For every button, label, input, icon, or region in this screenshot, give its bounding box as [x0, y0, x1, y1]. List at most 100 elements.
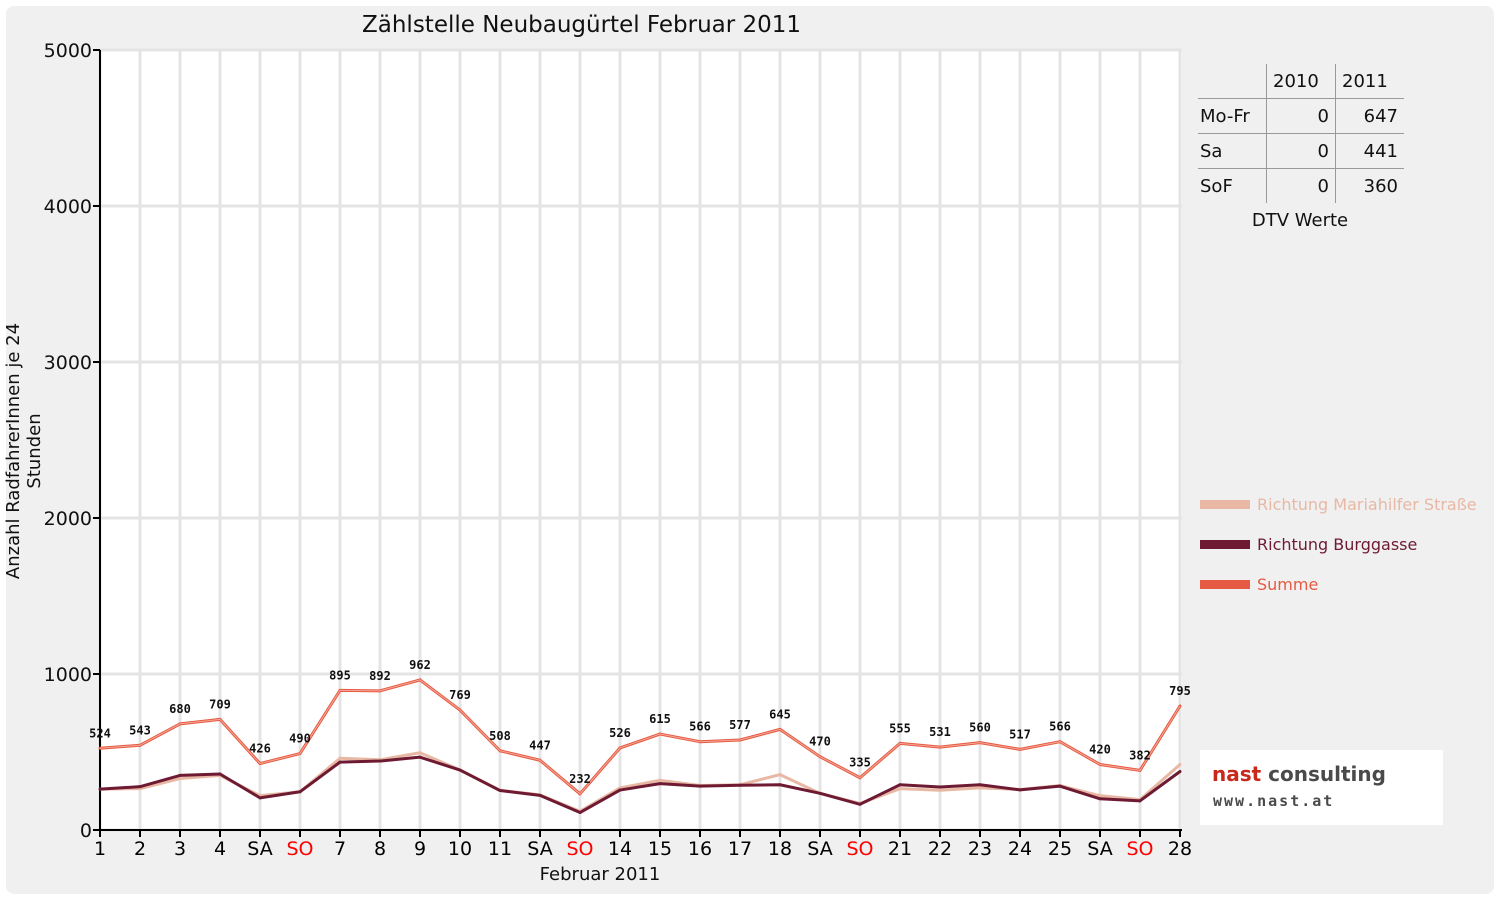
- x-tick-label: SA: [247, 838, 272, 860]
- x-tick-label: 23: [968, 838, 992, 860]
- data-label: 769: [449, 688, 471, 702]
- legend-label: Richtung Mariahilfer Straße: [1257, 495, 1477, 514]
- data-point: [978, 786, 982, 790]
- dtv-cell-2011: 441: [1335, 133, 1404, 169]
- data-label: 555: [889, 721, 911, 735]
- x-tick-label: 28: [1168, 838, 1192, 860]
- data-label: 962: [409, 658, 431, 672]
- x-tick-label: SA: [1087, 838, 1112, 860]
- logo: nast consulting www.nast.at: [1200, 750, 1443, 825]
- data-point: [1178, 762, 1182, 766]
- data-point: [378, 759, 382, 763]
- data-point: [738, 783, 742, 787]
- chart-title: Zählstelle Neubaugürtel Februar 2011: [362, 12, 802, 38]
- x-tick-label: SA: [527, 838, 552, 860]
- data-label: 892: [369, 669, 391, 683]
- x-tick-label: 14: [608, 838, 632, 860]
- data-point: [818, 791, 822, 795]
- x-tick-label: 17: [728, 838, 752, 860]
- dtv-header-empty: [1198, 64, 1267, 99]
- data-label: 566: [1049, 720, 1071, 734]
- data-label: 232: [569, 772, 591, 786]
- data-point: [138, 785, 142, 789]
- data-point: [938, 788, 942, 792]
- y-tick-label: 3000: [44, 352, 92, 374]
- series-line-1: [99, 755, 1181, 815]
- data-point: [938, 785, 942, 789]
- x-tick-label: SA: [807, 838, 832, 860]
- logo-name-part2: consulting: [1261, 762, 1386, 786]
- data-label: 490: [289, 732, 311, 746]
- x-tick-label: 11: [488, 838, 512, 860]
- data-point: [898, 787, 902, 791]
- y-axis-label: Anzahl RadfahrerInnen je 24 Stunden: [3, 322, 45, 580]
- x-tick-label: 10: [448, 838, 472, 860]
- x-axis-label: Februar 2011: [539, 864, 661, 885]
- data-point: [698, 784, 702, 788]
- data-label: 420: [1089, 742, 1111, 756]
- x-tick-label: 15: [648, 838, 672, 860]
- data-point: [1058, 784, 1062, 788]
- logo-name-part1: nast: [1212, 762, 1262, 786]
- data-point: [898, 783, 902, 787]
- data-label: 335: [849, 756, 871, 770]
- x-tick-label: 7: [334, 838, 346, 860]
- data-label: 709: [209, 697, 231, 711]
- x-tick-label: SO: [566, 838, 593, 860]
- y-tick-label: 2000: [44, 508, 92, 530]
- data-label: 577: [729, 718, 751, 732]
- x-tick-label: SO: [1126, 838, 1153, 860]
- legend-swatch: [1200, 580, 1250, 589]
- x-tick-label: SO: [846, 838, 873, 860]
- data-label: 508: [489, 729, 511, 743]
- dtv-caption: DTV Werte: [1251, 210, 1349, 231]
- data-point: [1018, 788, 1022, 792]
- data-point: [858, 802, 862, 806]
- x-tick-label: 24: [1008, 838, 1032, 860]
- data-point: [178, 777, 182, 781]
- data-label: 566: [689, 720, 711, 734]
- x-tick-label: 8: [374, 838, 386, 860]
- series-line-highlight: [99, 679, 1181, 795]
- data-point: [538, 793, 542, 797]
- data-point: [658, 778, 662, 782]
- dtv-row-label: SoF: [1198, 168, 1267, 203]
- data-label: 426: [249, 742, 271, 756]
- x-tick-label: 18: [768, 838, 792, 860]
- dtv-row-label: Mo-Fr: [1198, 98, 1267, 134]
- data-label: 382: [1129, 748, 1151, 762]
- data-label: 645: [769, 707, 791, 721]
- logo-name: nast consulting: [1212, 762, 1386, 786]
- data-label: 447: [529, 738, 551, 752]
- dtv-cell-2011: 360: [1363, 175, 1398, 197]
- legend-label: Summe: [1257, 575, 1319, 594]
- plot-area: [100, 50, 1182, 830]
- data-point: [458, 768, 462, 772]
- x-tick-label: 3: [174, 838, 186, 860]
- data-point: [298, 790, 302, 794]
- data-point: [98, 787, 102, 791]
- data-point: [1098, 797, 1102, 801]
- legend-swatch: [1200, 540, 1250, 549]
- x-tick-label: 22: [928, 838, 952, 860]
- x-tick-label: 25: [1048, 838, 1072, 860]
- data-point: [338, 756, 342, 760]
- x-tick-label: 1: [94, 838, 106, 860]
- dtv-header-2011: 2011: [1335, 64, 1404, 99]
- dtv-header-2010: 2010: [1266, 64, 1336, 99]
- y-tick-label: 5000: [44, 40, 92, 62]
- data-point: [618, 788, 622, 792]
- data-point: [1178, 770, 1182, 773]
- data-point: [778, 783, 782, 787]
- data-point: [498, 789, 502, 793]
- x-tick-label: 9: [414, 838, 426, 860]
- data-point: [418, 751, 422, 755]
- logo-url: www.nast.at: [1213, 792, 1335, 810]
- x-tick-label: 21: [888, 838, 912, 860]
- data-label: 543: [129, 723, 151, 737]
- legend-swatch: [1200, 500, 1250, 509]
- data-label: 895: [329, 668, 351, 682]
- data-label: 560: [969, 721, 991, 735]
- x-tick-label: 4: [214, 838, 226, 860]
